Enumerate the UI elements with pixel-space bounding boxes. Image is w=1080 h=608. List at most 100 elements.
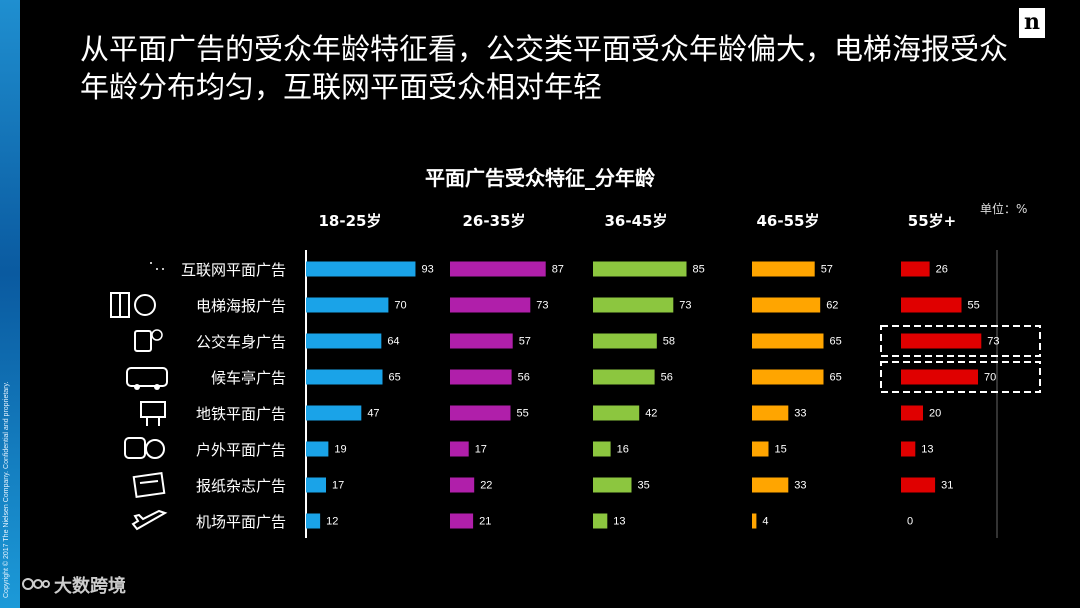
globe-icon [150,262,164,270]
data-label: 57 [519,336,531,348]
bar [593,297,674,313]
data-label: 65 [389,372,401,384]
data-label: 35 [638,480,650,492]
nielsen-logo: n [1019,8,1045,38]
data-label: 20 [929,408,941,420]
bus-icon [126,367,168,390]
data-label: 55 [968,300,980,312]
bus-stop-icon [134,329,163,352]
subway-icon [124,437,165,459]
data-label: 70 [984,372,996,384]
bar [450,333,513,349]
chart-title: 平面广告受众特征_分年龄 [425,166,655,190]
newspaper-icon [132,472,166,498]
bar [306,441,329,457]
bar [752,441,769,457]
category-label: 机场平面广告 [195,513,286,531]
data-label: 85 [693,264,705,276]
slide-headline: 从平面广告的受众年龄特征看，公交类平面受众年龄偏大，电梯海报受众年龄分布均匀，互… [80,32,1009,104]
data-label: 19 [334,444,346,456]
elevator-icon [110,292,156,318]
brand-logo-icon [22,578,50,590]
bar [593,405,640,421]
data-label: 93 [421,264,433,276]
data-label: 62 [826,300,838,312]
bar [901,297,962,313]
column-header: 36-45岁 [604,212,668,230]
data-label: 26 [936,264,948,276]
data-label: 56 [518,372,530,384]
data-label: 4 [762,516,768,528]
column-header: 55岁+ [907,212,957,230]
bar [901,441,916,457]
highlight-box [880,361,1041,393]
data-label: 12 [326,516,338,528]
bar [306,477,327,493]
column-header: 46-55岁 [756,212,820,230]
data-label: 17 [475,444,487,456]
bar [901,369,978,385]
category-label: 户外平面广告 [195,441,286,459]
data-label: 57 [821,264,833,276]
data-label: 33 [794,480,806,492]
bar [306,261,416,277]
bar [752,405,789,421]
footer-brand: 大数跨境 [54,576,126,597]
unit-note: 单位：% [980,202,1028,216]
data-label: 17 [332,480,344,492]
bar [901,333,982,349]
data-label: 31 [941,480,953,492]
bar [450,441,469,457]
data-label: 65 [830,372,842,384]
bar [450,261,546,277]
bar [450,477,475,493]
bar [901,477,936,493]
bar [593,333,657,349]
left-accent-bar [0,0,20,608]
bar [306,369,383,385]
bar [306,333,382,349]
airplane-icon [131,509,168,531]
category-label: 报纸杂志广告 [195,477,286,495]
highlight-box [880,325,1041,357]
bar [450,297,531,313]
column-header: 18-25岁 [318,212,382,230]
bar [752,333,824,349]
data-label: 73 [987,336,999,348]
category-label: 电梯海报广告 [195,297,286,315]
data-label: 42 [645,408,657,420]
bar [306,297,389,313]
data-label: 13 [613,516,625,528]
bar [752,261,815,277]
data-label: 87 [552,264,564,276]
data-label: 33 [794,408,806,420]
data-label: 13 [921,444,933,456]
data-label: 58 [663,336,675,348]
data-label: 64 [387,336,399,348]
bar [901,405,923,421]
bar [306,513,321,529]
category-label: 公交车身广告 [195,333,286,351]
data-label: 73 [536,300,548,312]
data-label: 73 [679,300,691,312]
data-label: 0 [907,516,913,528]
bar [593,441,611,457]
bar [593,513,608,529]
column-header: 26-35岁 [462,212,526,230]
data-label: 22 [480,480,492,492]
data-label: 16 [617,444,629,456]
data-label: 21 [479,516,491,528]
bar [752,513,757,529]
category-label: 互联网平面广告 [180,261,286,279]
bar [752,369,824,385]
bar [593,261,687,277]
data-label: 70 [394,300,406,312]
billboard-icon [140,401,166,426]
bar [593,369,655,385]
data-label: 15 [775,444,787,456]
bar [752,297,821,313]
data-label: 47 [367,408,379,420]
bar [901,261,930,277]
category-label: 候车亭广告 [210,369,286,387]
